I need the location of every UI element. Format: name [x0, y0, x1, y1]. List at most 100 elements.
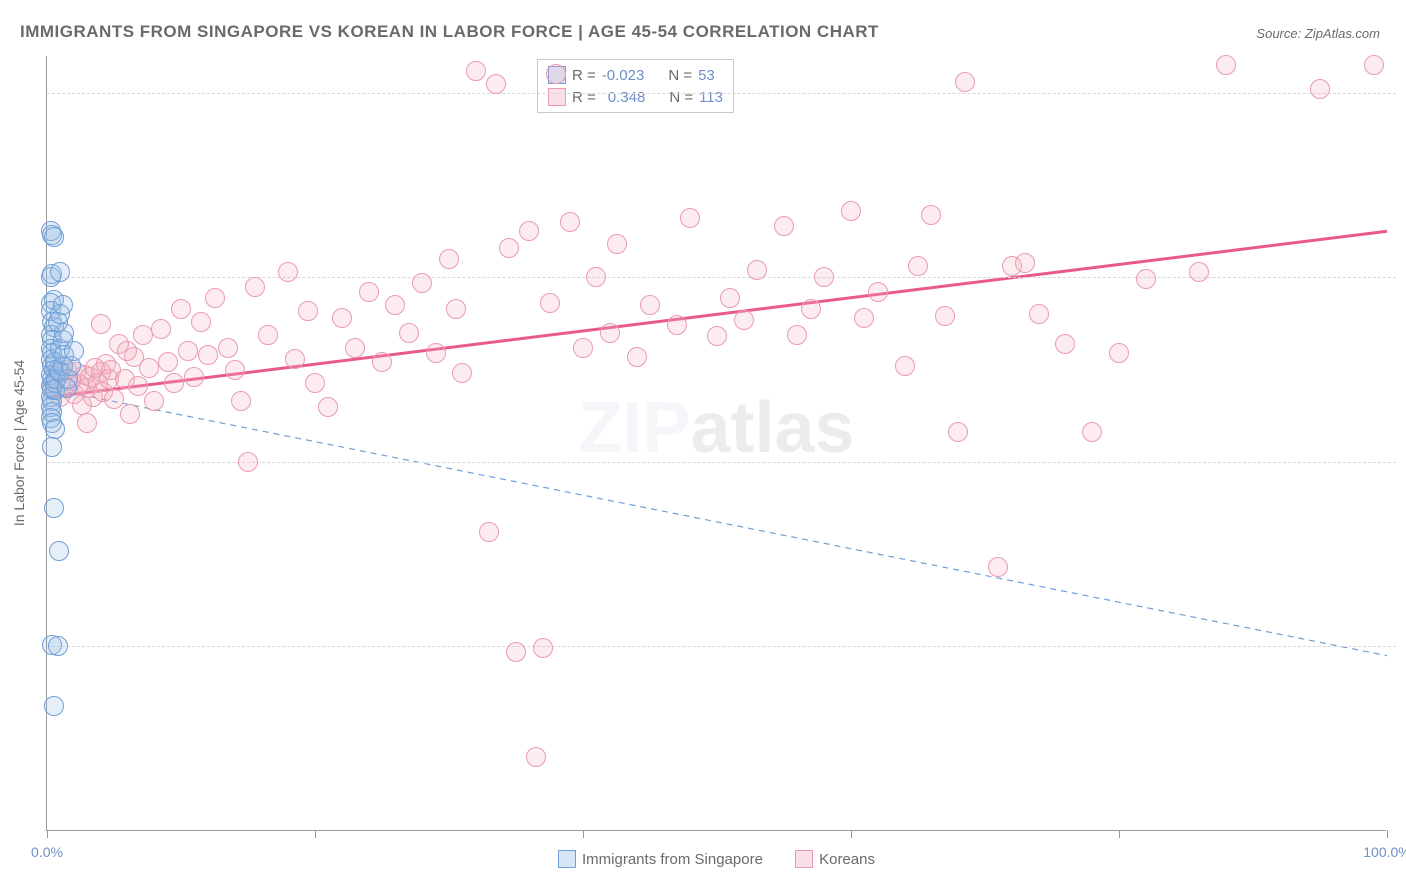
watermark-part-b: atlas — [690, 388, 854, 468]
source-prefix: Source: — [1256, 26, 1301, 41]
scatter-point — [519, 221, 539, 241]
scatter-point — [955, 72, 975, 92]
scatter-point — [787, 325, 807, 345]
scatter-point — [164, 373, 184, 393]
scatter-point — [345, 338, 365, 358]
scatter-point — [151, 319, 171, 339]
stats-row-blue: R = -0.023 N = 53 — [548, 64, 723, 86]
stats-r-blue: -0.023 — [602, 67, 645, 84]
scatter-point — [627, 347, 647, 367]
legend-label-pink: Koreans — [819, 851, 875, 868]
scatter-point — [104, 389, 124, 409]
scatter-point — [948, 422, 968, 442]
scatter-point — [231, 391, 251, 411]
scatter-point — [139, 358, 159, 378]
stats-n-label: N = — [668, 67, 692, 84]
scatter-point — [466, 61, 486, 81]
scatter-point — [814, 267, 834, 287]
scatter-point — [128, 376, 148, 396]
scatter-point — [546, 64, 566, 84]
scatter-point — [426, 343, 446, 363]
scatter-point — [486, 74, 506, 94]
x-tick — [47, 830, 48, 838]
scatter-point — [49, 541, 69, 561]
stats-r-label: R = — [572, 67, 596, 84]
x-tick — [1387, 830, 1388, 838]
legend-label-blue: Immigrants from Singapore — [582, 851, 763, 868]
scatter-point — [171, 299, 191, 319]
trend-line — [47, 231, 1387, 397]
source-attribution: Source: ZipAtlas.com — [1256, 26, 1380, 41]
scatter-point — [44, 498, 64, 518]
scatter-point — [801, 299, 821, 319]
scatter-point — [747, 260, 767, 280]
scatter-point — [298, 301, 318, 321]
scatter-point — [205, 288, 225, 308]
scatter-point — [540, 293, 560, 313]
legend-item-pink: Koreans — [795, 850, 875, 868]
scatter-point — [45, 419, 65, 439]
scatter-point — [560, 212, 580, 232]
x-tick — [1119, 830, 1120, 838]
x-tick-label: 0.0% — [31, 844, 63, 860]
scatter-point — [44, 227, 64, 247]
scatter-point — [533, 638, 553, 658]
legend-swatch-pink-icon — [795, 850, 813, 868]
scatter-point — [48, 636, 68, 656]
scatter-point — [667, 315, 687, 335]
y-tick-label: 90.0% — [1394, 269, 1406, 285]
scatter-point — [178, 341, 198, 361]
scatter-point — [238, 452, 258, 472]
scatter-point — [372, 352, 392, 372]
scatter-point — [935, 306, 955, 326]
scatter-point — [278, 262, 298, 282]
legend-swatch-blue-icon — [558, 850, 576, 868]
scatter-point — [1364, 55, 1384, 75]
scatter-point — [1189, 262, 1209, 282]
stats-n-label: N = — [669, 89, 693, 106]
source-name: ZipAtlas.com — [1305, 26, 1380, 41]
scatter-point — [600, 323, 620, 343]
scatter-point — [446, 299, 466, 319]
scatter-point — [734, 310, 754, 330]
scatter-point — [191, 312, 211, 332]
watermark-part-a: ZIP — [578, 388, 690, 468]
scatter-point — [245, 277, 265, 297]
scatter-point — [218, 338, 238, 358]
swatch-pink-icon — [548, 88, 566, 106]
scatter-point — [868, 282, 888, 302]
trend-line — [47, 388, 1387, 656]
scatter-point — [64, 341, 84, 361]
stats-n-blue: 53 — [698, 67, 715, 84]
bottom-legend: Immigrants from Singapore Koreans — [47, 850, 1386, 872]
scatter-point — [332, 308, 352, 328]
scatter-point — [526, 747, 546, 767]
gridline-h — [47, 646, 1396, 647]
scatter-point — [1029, 304, 1049, 324]
scatter-point — [586, 267, 606, 287]
scatter-point — [439, 249, 459, 269]
scatter-point — [50, 262, 70, 282]
stats-row-pink: R = 0.348 N = 113 — [548, 86, 723, 108]
scatter-point — [91, 314, 111, 334]
x-tick — [851, 830, 852, 838]
scatter-point — [479, 522, 499, 542]
scatter-point — [1216, 55, 1236, 75]
scatter-point — [841, 201, 861, 221]
scatter-point — [1015, 253, 1035, 273]
scatter-point — [680, 208, 700, 228]
scatter-point — [144, 391, 164, 411]
scatter-point — [1310, 79, 1330, 99]
scatter-point — [120, 404, 140, 424]
y-axis-label: In Labor Force | Age 45-54 — [11, 360, 27, 526]
scatter-point — [720, 288, 740, 308]
scatter-point — [158, 352, 178, 372]
scatter-point — [499, 238, 519, 258]
scatter-point — [707, 326, 727, 346]
x-tick — [583, 830, 584, 838]
scatter-point — [385, 295, 405, 315]
scatter-point — [506, 642, 526, 662]
gridline-h — [47, 93, 1396, 94]
scatter-point — [452, 363, 472, 383]
scatter-point — [607, 234, 627, 254]
